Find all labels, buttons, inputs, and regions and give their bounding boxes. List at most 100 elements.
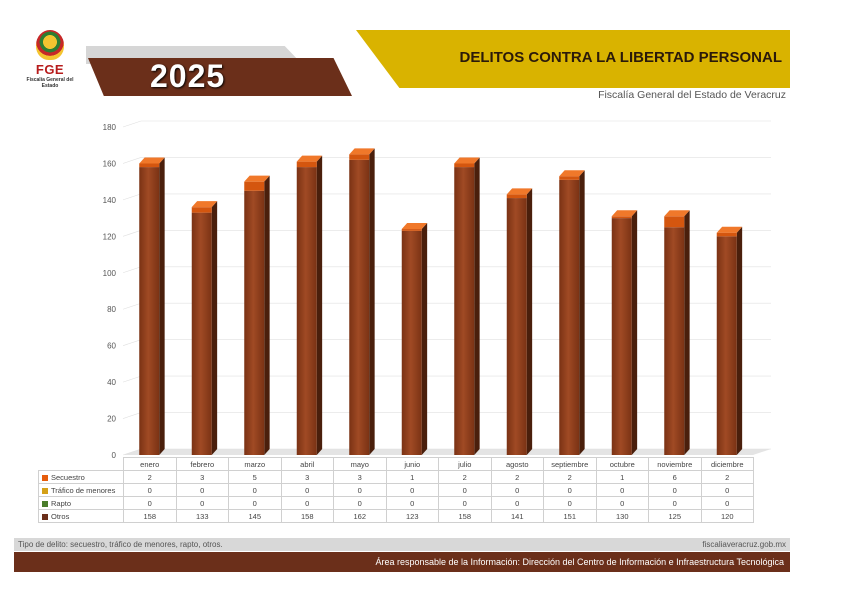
series-name: Otros [51, 511, 70, 521]
table-cell: 2 [700, 470, 754, 484]
bar-abril [296, 155, 323, 456]
bar-secuestro [716, 232, 737, 237]
y-tick-label: 60 [107, 342, 116, 351]
table-cell: 141 [490, 509, 544, 523]
bar-enero [139, 157, 165, 456]
bar-junio [401, 223, 428, 455]
bar-otros [611, 218, 632, 455]
table-cell: 0 [490, 496, 544, 510]
bar-side [684, 210, 690, 455]
bar-top [506, 188, 533, 195]
gridline-diag [122, 375, 142, 383]
header-title-band [356, 30, 790, 88]
table-cell: 5 [228, 470, 282, 484]
bar-otros [244, 190, 265, 455]
year-label: 2025 [150, 58, 226, 94]
gridline-diag [122, 302, 142, 310]
table-cell: 0 [228, 496, 282, 510]
table-cell: 1 [385, 470, 439, 484]
bar-chart: 0 20 40 60 80 100 120 140 160 180 [103, 120, 771, 460]
table-month-header: abril [280, 457, 334, 471]
bar-secuestro [139, 163, 160, 168]
bar-otros [559, 179, 580, 455]
table-row: Tráfico de menores 0 0 0 0 0 0 0 0 0 0 0 0 [38, 483, 754, 497]
bar-otros [454, 167, 475, 456]
bar-side [264, 175, 270, 455]
y-tick-label: 180 [103, 123, 117, 132]
table-cell: 1 [595, 470, 649, 484]
organization-name: Fiscalía General del Estado de Veracruz [598, 89, 786, 101]
bar-secuestro [296, 161, 317, 168]
bar-top [244, 175, 270, 182]
bar-secuestro [191, 207, 212, 213]
legend-entry: Secuestro [38, 470, 124, 484]
table-cell: 0 [700, 496, 754, 510]
series-name: Tráfico de menores [51, 485, 116, 495]
table-month-header: noviembre [648, 457, 702, 471]
table-month-header: mayo [333, 457, 387, 471]
table-cell: 2 [438, 470, 492, 484]
fge-logo: FGE Fiscalía General del Estado [24, 30, 76, 92]
legend-swatch-icon [42, 513, 48, 520]
y-tick-label: 20 [107, 415, 116, 424]
gridline-diag [122, 193, 142, 201]
table-cell: 0 [280, 496, 334, 510]
table-cell: 0 [438, 483, 492, 497]
legend-swatch-icon [42, 487, 48, 494]
table-cell: 0 [333, 496, 387, 510]
bar-secuestro [454, 163, 475, 168]
bar-otros [506, 198, 527, 456]
bar-top [454, 157, 480, 164]
y-tick-label: 80 [107, 305, 116, 314]
table-cell: 3 [175, 470, 229, 484]
footer-responsible: Área responsable de la Información: Dire… [375, 557, 784, 567]
gridline-diag [122, 157, 142, 164]
bar-side [159, 157, 165, 455]
y-tick-label: 120 [103, 232, 117, 241]
legend-entry: Tráfico de menores [38, 483, 124, 497]
bar-side [316, 155, 323, 455]
axis-layer: 0 20 40 60 80 100 120 140 160 180 [103, 123, 117, 460]
gridline-diag [122, 412, 142, 419]
table-cell: 0 [385, 483, 439, 497]
bar-secuestro [664, 216, 685, 228]
table-cell: 2 [490, 470, 544, 484]
bar-otros [349, 159, 370, 456]
bar-top [296, 155, 323, 162]
chart-floor [123, 449, 771, 455]
table-cell: 120 [700, 509, 754, 523]
table-cell: 158 [438, 509, 492, 523]
bar-top [716, 226, 743, 233]
table-cell: 0 [490, 483, 544, 497]
bar-secuestro [506, 194, 527, 199]
table-month-header: diciembre [700, 457, 754, 471]
bar-julio [454, 157, 480, 456]
bar-side [631, 210, 638, 455]
table-cell: 0 [648, 496, 702, 510]
bar-side [211, 201, 218, 455]
table-cell: 0 [228, 483, 282, 497]
table-cell: 145 [228, 509, 282, 523]
y-tick-label: 140 [103, 196, 117, 205]
gridline-diag [122, 120, 142, 128]
bar-septiembre [559, 170, 585, 455]
legend-swatch-icon [42, 500, 48, 507]
table-month-header: marzo [228, 457, 282, 471]
table-cell: 0 [700, 483, 754, 497]
table-month-header: octubre [595, 457, 649, 471]
bar-side [736, 226, 743, 455]
bar-layer [139, 148, 743, 456]
gridline-diag [122, 448, 142, 456]
table-cell: 162 [333, 509, 387, 523]
bar-top [191, 201, 218, 208]
table-cell: 125 [648, 509, 702, 523]
bar-top [664, 210, 690, 217]
table-month-header: septiembre [543, 457, 597, 471]
state-seal-icon [36, 30, 64, 60]
table-cell: 0 [333, 483, 387, 497]
bar-top [611, 210, 638, 217]
table-month-header: julio [438, 457, 492, 471]
bar-octubre [611, 210, 638, 455]
bar-side [369, 148, 375, 456]
table-cell: 0 [123, 483, 177, 497]
